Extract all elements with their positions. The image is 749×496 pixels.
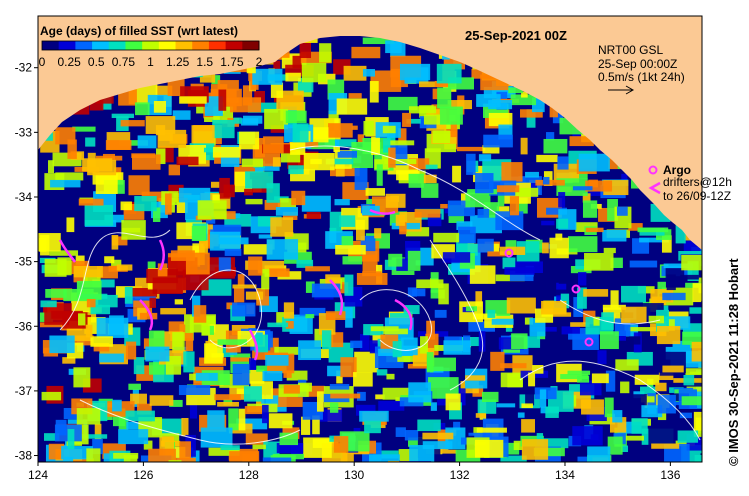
colorbar-tick-label: 0.75 [112,55,136,69]
argo-drifter-tracks [58,208,413,361]
y-tick-label: -37 [15,384,33,398]
colorbar-bin [58,41,76,50]
imos-credit: © IMOS 30-Sep-2021 11:28 Hobart [726,258,741,466]
y-tick-label: -33 [15,125,33,139]
x-tick-label: 128 [239,468,259,482]
colorbar-tick-label: 0.25 [57,55,81,69]
x-tick-label: 124 [28,468,48,482]
land-australia [38,16,702,250]
colorbar-title: Age (days) of filled SST (wrt latest) [40,24,238,38]
colorbar-bin [192,41,210,50]
colorbar-tick-label: 0.5 [88,55,105,69]
colorbar-tick-label: 1.5 [196,55,213,69]
y-tick-label: -35 [15,255,33,269]
sst-contours [59,145,701,445]
argo-float-2 [584,337,594,347]
colorbar-bins [42,41,260,50]
colorbar-bin [42,41,60,50]
colorbar-bin [208,41,227,50]
y-tick-label: -36 [15,319,33,333]
y-tick-label: -32 [15,61,33,75]
x-tick-label: 132 [450,468,470,482]
drifter-symbol-icon [648,181,661,195]
argo-float-3 [504,248,514,258]
colorbar-bin [158,41,177,50]
plot-frame [37,15,703,463]
drifters-legend-line-1: drifters@12h [663,175,732,189]
colorbar-bin [75,41,93,50]
x-tick-label: 126 [133,468,153,482]
colorbar-bin [92,41,110,50]
argo-symbol-icon [648,165,658,175]
colorbar-frame [41,40,260,51]
argo-float-1 [571,284,581,294]
colorbar-bin [142,41,160,50]
colorbar-bin [108,41,126,50]
y-tick-label: -38 [15,449,33,463]
info-line-1: NRT00 GSL [598,43,663,57]
x-axis: 124 126 128 130 132 134 136 [28,462,681,482]
colorbar-tick-label: 1 [147,55,154,69]
colorbar-bin [242,41,260,50]
colorbar-ticks: 0 0.25 0.5 0.75 1 1.25 1.5 1.75 2 [39,55,263,69]
colorbar-bin [125,41,143,50]
colorbar-tick-label: 1.25 [166,55,190,69]
info-box: NRT00 GSL 25-Sep 00:00Z 0.5m/s (1kt 24h) [598,43,685,95]
y-axis: -32 -33 -34 -35 -36 -37 -38 [15,61,38,463]
x-tick-label: 130 [344,468,364,482]
info-line-2: 25-Sep 00:00Z [598,57,677,71]
colorbar-bin [225,41,243,50]
drifters-legend-line-2: to 26/09-12Z [663,189,731,203]
x-tick-label: 134 [555,468,575,482]
colorbar-tick-label: 0 [39,55,46,69]
colorbar-tick-label: 2 [256,55,263,69]
info-line-3: 0.5m/s (1kt 24h) [598,70,685,84]
x-tick-label: 136 [660,468,680,482]
scale-arrow-icon [608,85,635,95]
argo-legend: Argo drifters@12h to 26/09-12Z [648,163,732,203]
colorbar-bin [175,41,193,50]
colorbar-tick-label: 1.75 [220,55,244,69]
argo-floats [504,248,594,347]
date-title: 25-Sep-2021 00Z [465,28,567,43]
y-tick-label: -34 [15,190,33,204]
argo-legend-label: Argo [663,163,691,177]
